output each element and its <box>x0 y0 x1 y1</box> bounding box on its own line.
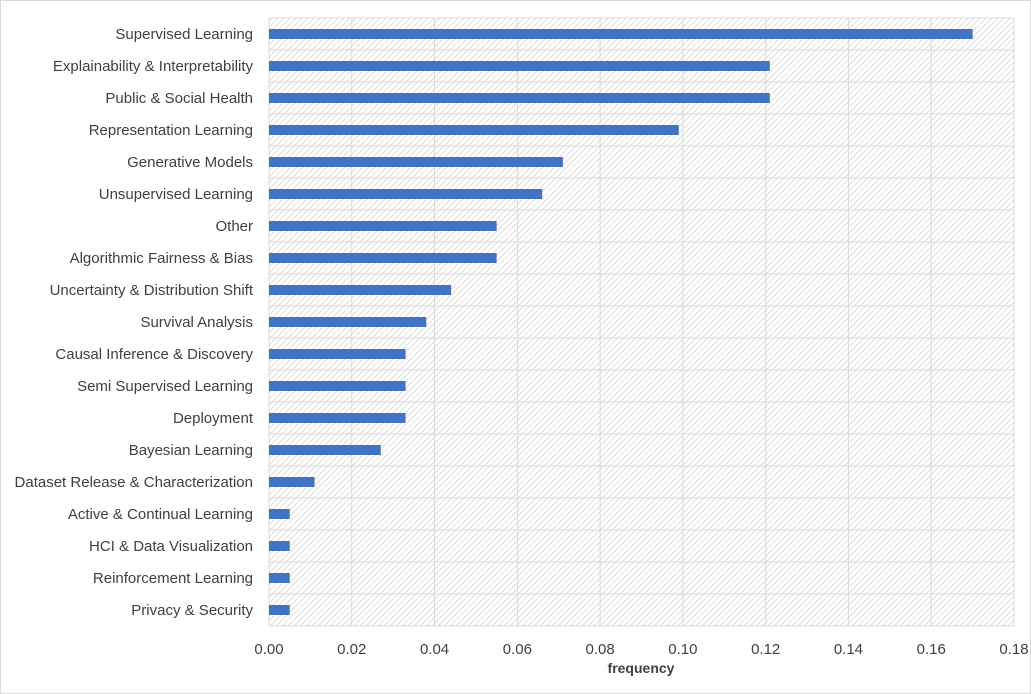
category-label: Algorithmic Fairness & Bias <box>70 250 253 267</box>
category-label: Bayesian Learning <box>129 442 253 459</box>
category-label: Public & Social Health <box>105 90 253 107</box>
bar <box>269 413 406 423</box>
bar <box>269 509 290 519</box>
bar <box>269 445 381 455</box>
bar <box>269 61 770 71</box>
category-label: Active & Continual Learning <box>68 506 253 523</box>
category-label: Representation Learning <box>89 122 253 139</box>
x-tick-labels: 0.00 0.02 0.04 0.06 0.08 0.10 0.12 0.14 0.16 0.18 <box>254 641 1028 658</box>
bar <box>269 541 290 551</box>
bar <box>269 349 406 359</box>
bar <box>269 157 563 167</box>
category-labels: Supervised Learning Explainability & Inte… <box>15 26 254 619</box>
x-tick-label: 0.08 <box>586 641 615 658</box>
x-tick-label: 0.16 <box>917 641 946 658</box>
x-tick-label: 0.10 <box>668 641 697 658</box>
category-label: Reinforcement Learning <box>93 570 253 587</box>
category-label: Generative Models <box>127 154 253 171</box>
category-label: Semi Supervised Learning <box>77 378 253 395</box>
bar <box>269 317 427 327</box>
category-label: Dataset Release & Characterization <box>15 474 253 491</box>
x-tick-label: 0.18 <box>999 641 1028 658</box>
category-label: Uncertainty & Distribution Shift <box>50 282 254 299</box>
x-tick-label: 0.06 <box>503 641 532 658</box>
x-tick-label: 0.00 <box>254 641 283 658</box>
bar <box>269 477 315 487</box>
gridlines <box>268 17 1015 627</box>
category-label: Deployment <box>173 410 254 427</box>
bar <box>269 125 679 135</box>
bar <box>269 221 497 231</box>
bar <box>269 381 406 391</box>
x-tick-label: 0.12 <box>751 641 780 658</box>
category-label: Supervised Learning <box>115 26 253 43</box>
category-label: Survival Analysis <box>140 314 253 331</box>
bar <box>269 605 290 615</box>
bar <box>269 93 770 103</box>
bar <box>269 285 452 295</box>
bar <box>269 189 543 199</box>
category-label: Other <box>215 218 253 235</box>
category-label: HCI & Data Visualization <box>89 538 253 555</box>
bars <box>269 29 973 615</box>
category-label: Unsupervised Learning <box>99 186 253 203</box>
x-tick-label: 0.14 <box>834 641 863 658</box>
category-label: Explainability & Interpretability <box>53 58 254 75</box>
category-label: Causal Inference & Discovery <box>55 346 253 363</box>
x-axis-title: frequency <box>608 660 675 676</box>
x-tick-label: 0.02 <box>337 641 366 658</box>
category-label: Privacy & Security <box>131 602 253 619</box>
bar <box>269 29 973 39</box>
bar <box>269 253 497 263</box>
bar <box>269 573 290 583</box>
x-tick-label: 0.04 <box>420 641 449 658</box>
